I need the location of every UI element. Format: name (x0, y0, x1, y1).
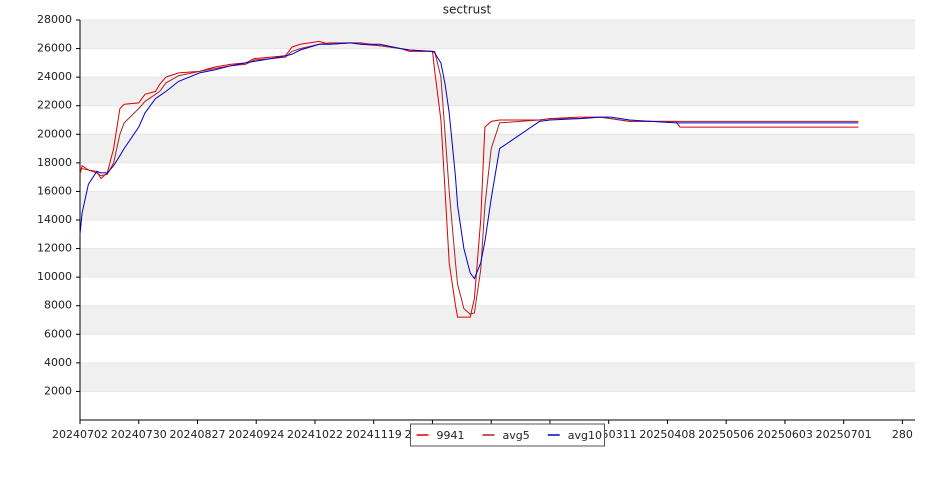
x-tick-label: 20240730 (111, 428, 167, 441)
y-tick-label: 4000 (44, 356, 72, 369)
legend-label: 9941 (437, 429, 465, 442)
series-line (80, 42, 859, 315)
y-tick-label: 20000 (37, 127, 72, 140)
x-tick-label: 20250408 (639, 428, 695, 441)
y-tick-label: 14000 (37, 213, 72, 226)
x-tick-label: 20250603 (757, 428, 813, 441)
grid-band (80, 191, 915, 220)
x-tick-label: 20250701 (816, 428, 872, 441)
chart-title: sectrust (443, 3, 492, 17)
legend: 9941 avg5 avg10 (410, 423, 605, 447)
y-tick-label: 16000 (37, 184, 72, 197)
legend-label: avg5 (503, 429, 530, 442)
x-tick-label: 20241119 (346, 428, 402, 441)
y-tick-label: 12000 (37, 242, 72, 255)
legend-label: avg10 (568, 429, 602, 442)
y-tick-label: 10000 (37, 270, 72, 283)
x-tick-label: 20241022 (287, 428, 343, 441)
y-tick-label: 24000 (37, 70, 72, 83)
grid-band (80, 248, 915, 278)
grid-band (80, 20, 915, 49)
x-tick-label: 20240827 (169, 428, 225, 441)
series-line (79, 42, 859, 280)
x-tick-label: 20240702 (52, 428, 108, 441)
y-tick-label: 6000 (44, 327, 72, 340)
x-tick-label: 20250506 (698, 428, 754, 441)
y-tick-label: 2000 (44, 384, 72, 397)
grid-band (80, 77, 915, 106)
x-tick-label: 280 (892, 428, 913, 441)
y-tick-label: 26000 (37, 42, 72, 55)
y-tick-label: 18000 (37, 156, 72, 169)
x-tick-label: 20240924 (228, 428, 284, 441)
y-tick-label: 28000 (37, 13, 72, 26)
legend-box (410, 423, 605, 447)
y-tick-label: 22000 (37, 99, 72, 112)
y-tick-label: 8000 (44, 299, 72, 312)
grid-band (80, 305, 915, 335)
grid-band (80, 362, 915, 392)
